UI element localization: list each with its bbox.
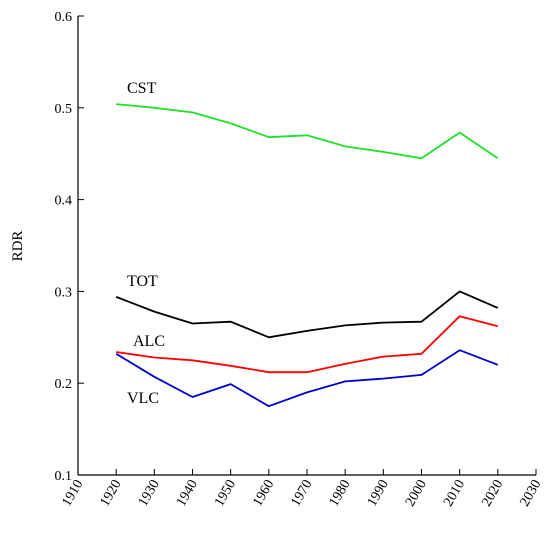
series-label-tot: TOT (127, 273, 158, 290)
series-line-cst (116, 103, 499, 160)
x-tick-label: 2030 (517, 478, 544, 510)
x-tick-label: 1960 (250, 478, 277, 510)
x-tick-label: 1970 (288, 478, 315, 510)
chart-series-labels: CST TOT ALC VLC (127, 80, 165, 407)
chart-series-lines (115, 103, 499, 408)
x-tick-label: 2020 (479, 478, 506, 510)
y-axis-title: RDR (10, 231, 26, 262)
y-tick-label: 0.2 (55, 377, 73, 392)
series-label-cst: CST (127, 80, 157, 97)
x-tick-label: 2010 (441, 478, 468, 510)
x-tick-label: 2000 (403, 478, 430, 510)
series-line-alc (116, 315, 499, 374)
series-line-tot (115, 290, 499, 339)
x-tick-label: 1950 (212, 478, 239, 510)
series-label-vlc: VLC (127, 390, 159, 407)
series-line-vlc (115, 349, 499, 408)
series-label-alc: ALC (133, 333, 165, 350)
x-tick-label: 1980 (327, 478, 354, 510)
x-tick-label: 1940 (174, 478, 201, 510)
x-tick-label: 1990 (365, 478, 392, 510)
y-tick-label: 0.5 (55, 102, 73, 117)
x-tick-label: 1930 (136, 478, 163, 510)
x-tick-label: 1920 (98, 478, 125, 510)
y-tick-label: 0.3 (55, 285, 73, 300)
y-tick-label: 0.6 (55, 10, 73, 25)
y-tick-label: 0.1 (55, 469, 73, 484)
y-tick-label: 0.4 (55, 194, 73, 209)
